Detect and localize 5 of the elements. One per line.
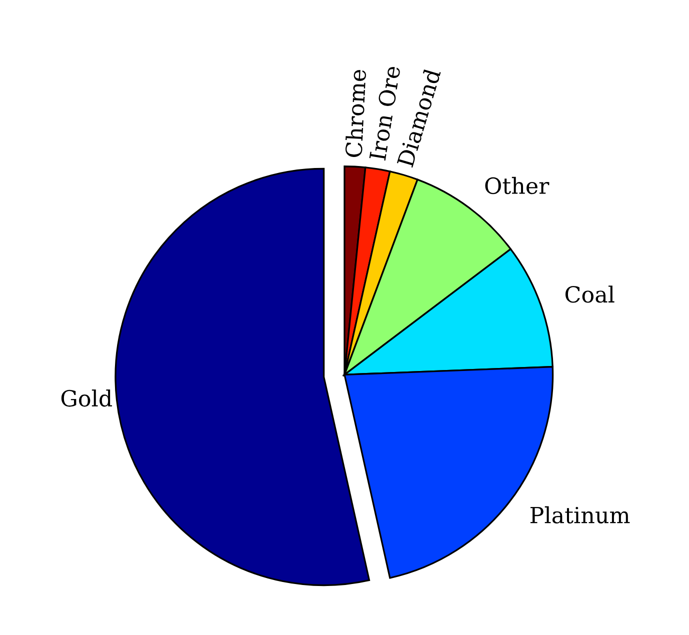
- slice-label: Chrome: [344, 69, 366, 158]
- slice-label: Platinum: [530, 506, 630, 524]
- slice-label: Gold: [61, 389, 112, 407]
- slice-label: Coal: [565, 286, 614, 303]
- slice-label: Other: [485, 176, 550, 194]
